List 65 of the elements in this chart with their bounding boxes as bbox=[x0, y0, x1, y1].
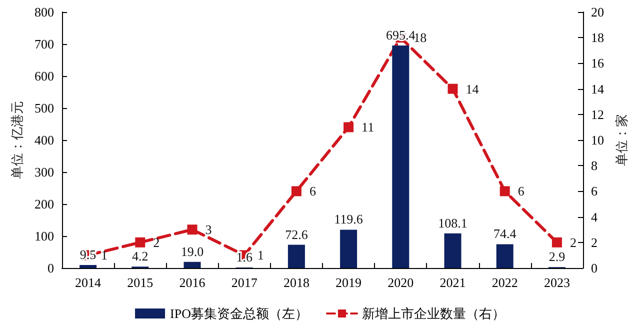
x-tick-label: 2015 bbox=[127, 275, 154, 290]
data-label: 4.2 bbox=[132, 248, 148, 264]
y2-tick-label: 2 bbox=[591, 234, 598, 250]
y-tick-label: 0 bbox=[48, 260, 54, 276]
data-label: 1 bbox=[101, 248, 108, 263]
point bbox=[135, 237, 146, 248]
point bbox=[291, 186, 302, 196]
point bbox=[500, 186, 510, 196]
x-tick-label: 2020 bbox=[388, 275, 414, 290]
data-label: 1 bbox=[257, 248, 264, 263]
bar bbox=[288, 244, 305, 268]
y2-tick-label: 20 bbox=[591, 4, 604, 20]
point bbox=[448, 84, 458, 94]
y2-tick-label: 8 bbox=[591, 158, 598, 174]
bar bbox=[80, 264, 97, 268]
x-tick-label: 2018 bbox=[283, 275, 310, 290]
y2-tick-label: 0 bbox=[591, 260, 598, 276]
point bbox=[344, 122, 354, 132]
y-tick-label: 600 bbox=[34, 68, 54, 84]
data-label: 11 bbox=[362, 120, 374, 135]
bar bbox=[184, 262, 201, 268]
bar bbox=[340, 230, 358, 268]
data-label: 119.6 bbox=[334, 212, 364, 227]
y-tick-label: 400 bbox=[34, 132, 54, 148]
data-label: 19.0 bbox=[180, 244, 204, 259]
point bbox=[187, 224, 198, 235]
x-tick-label: 2016 bbox=[179, 275, 206, 290]
legend-label: 新增上市企业数量（右） bbox=[362, 306, 505, 321]
data-label: 3 bbox=[205, 222, 212, 238]
data-label: 2 bbox=[153, 234, 160, 250]
data-label: 74.4 bbox=[493, 226, 517, 242]
x-tick-label: 2017 bbox=[231, 275, 258, 290]
data-label: 72.6 bbox=[285, 226, 308, 242]
data-label: 6 bbox=[309, 184, 316, 199]
y-tick-label: 300 bbox=[34, 164, 54, 180]
y-tick-label: 100 bbox=[34, 228, 54, 244]
y2-tick-label: 6 bbox=[591, 184, 598, 199]
legend-label: IPO募集资金总额（左） bbox=[170, 306, 308, 321]
data-label: 108.1 bbox=[438, 215, 468, 230]
point bbox=[552, 237, 562, 248]
bar bbox=[392, 45, 410, 268]
y2-axis-title: 单位：家 bbox=[614, 114, 629, 166]
data-label: 2.9 bbox=[548, 249, 566, 264]
data-label: 14 bbox=[466, 81, 480, 96]
y2-tick-label: 4 bbox=[591, 209, 598, 224]
x-tick-label: 2022 bbox=[492, 275, 518, 290]
data-label: 18 bbox=[414, 30, 427, 46]
y-tick-label: 200 bbox=[34, 196, 54, 212]
y-tick-label: 700 bbox=[34, 36, 54, 52]
bar bbox=[444, 233, 462, 268]
x-tick-label: 2014 bbox=[75, 275, 102, 290]
y2-tick-label: 16 bbox=[591, 56, 604, 71]
x-tick-label: 2023 bbox=[544, 275, 570, 290]
y2-tick-label: 12 bbox=[591, 106, 604, 122]
data-label: 6 bbox=[518, 184, 525, 199]
y2-tick-label: 18 bbox=[591, 30, 604, 46]
y-tick-label: 500 bbox=[34, 100, 54, 116]
bar bbox=[496, 244, 514, 268]
data-label: 2 bbox=[570, 234, 576, 250]
y-axis-title: 单位：亿港元 bbox=[10, 101, 25, 179]
y2-tick-label: 10 bbox=[591, 132, 604, 148]
x-tick-label: 2019 bbox=[336, 275, 362, 290]
y2-tick-label: 14 bbox=[591, 81, 604, 96]
y-tick-label: 800 bbox=[34, 4, 54, 20]
x-tick-label: 2021 bbox=[440, 275, 466, 290]
